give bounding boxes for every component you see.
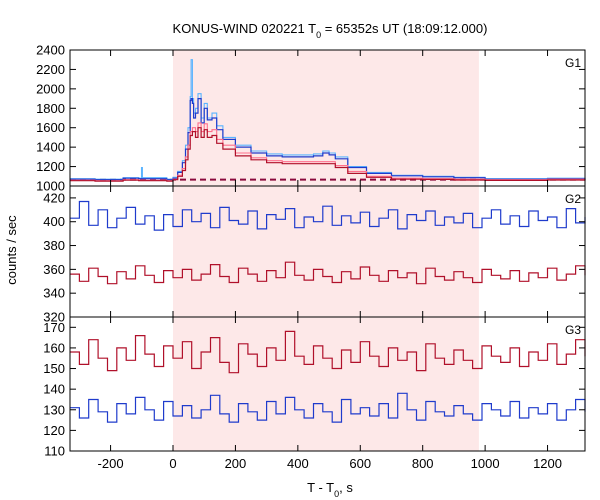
x-tick-label: 600: [349, 456, 371, 471]
y-tick-label: 120: [43, 423, 65, 438]
y-axis-label: counts / sec: [4, 215, 19, 285]
series-line-g1-3: [70, 127, 586, 182]
x-tick-label: 800: [412, 456, 434, 471]
panel-g1: 1000 1200 1400 1600 1800 2000 2200 2400 G1: [36, 43, 586, 194]
y-tick-label: 110: [44, 444, 65, 459]
highlight-interval: [173, 50, 479, 186]
series-line-g3-1: [70, 392, 586, 423]
y-tick-label: 2400: [36, 43, 65, 58]
x-tick-label: 1000: [471, 456, 500, 471]
y-tick-label: 1200: [36, 159, 65, 174]
y-tick-label: 160: [43, 340, 65, 355]
y-tick-label: 130: [43, 402, 65, 417]
y-tick-label: 400: [43, 214, 65, 229]
y-tick-label: 150: [43, 361, 65, 376]
y-tick-label: 140: [43, 382, 65, 397]
x-tick-label: 400: [287, 456, 309, 471]
x-tick-label: 200: [225, 456, 247, 471]
panel-label: G1: [565, 56, 581, 70]
series-line-g1-1: [70, 98, 586, 181]
panel-g3: -200 0 200 400 600 800 1000 1200 110 120 130 140 150…: [43, 316, 586, 471]
series-line-g3-0: [70, 330, 586, 374]
panel-label: G3: [565, 323, 581, 337]
y-tick-label: 420: [43, 190, 65, 205]
series-line-g2-0: [70, 200, 586, 231]
y-tick-label: 380: [43, 238, 65, 253]
y-tick-label: 170: [43, 320, 65, 335]
series-line-g2-1: [70, 261, 586, 285]
y-tick-label: 2200: [36, 62, 65, 77]
highlight-interval: [173, 317, 479, 451]
y-tick-label: 360: [43, 262, 65, 277]
x-axis-label: T - T0, s: [307, 480, 353, 499]
panel-frame: [69, 316, 586, 452]
y-tick-label: 1400: [36, 140, 65, 155]
x-tick-label: -200: [98, 456, 124, 471]
panel-g2: 320 340 360 380 400 420 G2: [43, 185, 586, 325]
y-tick-label: 1600: [36, 120, 65, 135]
y-tick-label: 1000: [36, 179, 65, 194]
panel-label: G2: [565, 192, 581, 206]
x-tick-label: 1200: [533, 456, 562, 471]
chart-title: KONUS-WIND 020221 T0 = 65352s UT (18:09:…: [173, 21, 488, 40]
plot-panels: 10001200140016001800200022002400G1320340…: [36, 43, 586, 471]
y-tick-label: 2000: [36, 81, 65, 96]
y-tick-label: 340: [43, 286, 65, 301]
y-tick-label: 320: [43, 310, 65, 325]
y-tick-label: 1800: [36, 101, 65, 116]
x-tick-label: 0: [169, 456, 176, 471]
